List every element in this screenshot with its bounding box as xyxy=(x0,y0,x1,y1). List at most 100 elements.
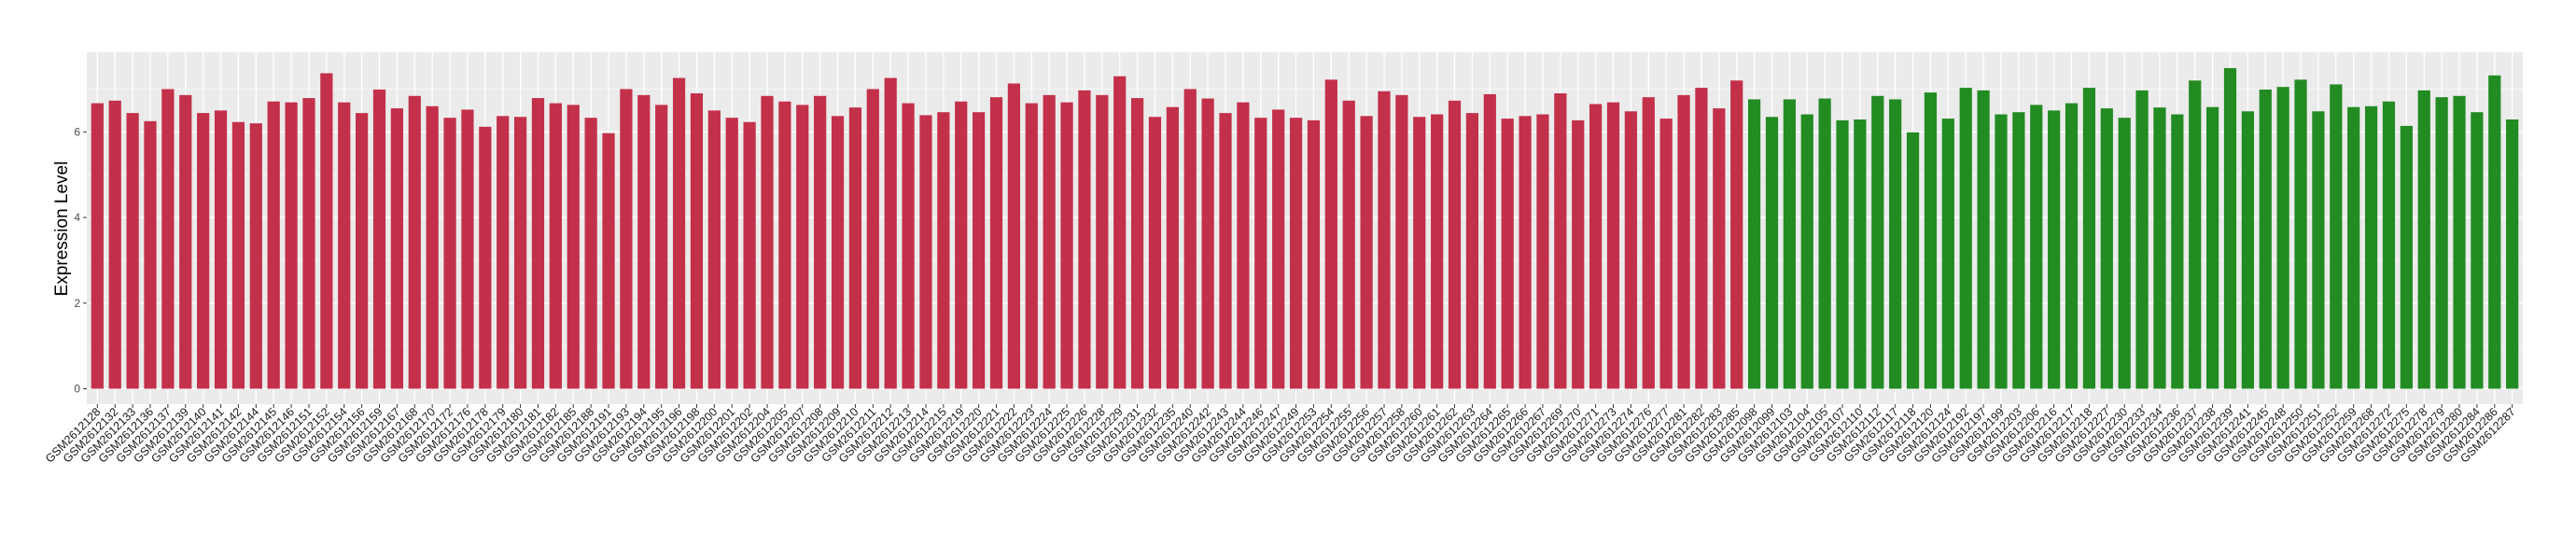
y-tick-label: 2 xyxy=(74,297,80,310)
bar-GSM2612249 xyxy=(1289,118,1303,389)
bar-GSM2612215 xyxy=(937,112,950,389)
bar-GSM2612192 xyxy=(1959,88,1972,389)
bar-GSM2612185 xyxy=(567,105,580,389)
bar-GSM2612239 xyxy=(2223,67,2237,389)
y-tick-label: 0 xyxy=(74,382,80,395)
bar-GSM2612230 xyxy=(2118,118,2131,389)
bar-GSM2612195 xyxy=(655,105,668,389)
bar-GSM2612206 xyxy=(2030,105,2043,389)
bar-GSM2612251 xyxy=(2312,111,2325,389)
bar-GSM2612117 xyxy=(1889,99,1902,389)
bar-GSM2612124 xyxy=(1941,119,1954,389)
bar-GSM2612240 xyxy=(1183,89,1197,389)
bar-GSM2612263 xyxy=(1465,113,1479,389)
bar-GSM2612197 xyxy=(1977,90,1990,389)
bar-GSM2612274 xyxy=(1624,111,1637,389)
bar-GSM2612235 xyxy=(1166,106,1179,389)
bar-GSM2612112 xyxy=(1871,95,1884,389)
bar-GSM2612278 xyxy=(2417,90,2430,389)
bar-GSM2612221 xyxy=(989,97,1003,389)
bar-GSM2612286 xyxy=(2488,75,2501,389)
bar-GSM2612103 xyxy=(1783,99,1796,389)
bar-GSM2612146 xyxy=(285,102,298,389)
bar-GSM2612179 xyxy=(497,116,510,389)
bar-GSM2612238 xyxy=(2206,106,2219,389)
bar-GSM2612245 xyxy=(2259,89,2272,389)
bar-GSM2612229 xyxy=(1113,76,1127,389)
bar-GSM2612261 xyxy=(1431,114,1444,389)
bar-GSM2612201 xyxy=(725,118,738,389)
bar-GSM2612209 xyxy=(831,116,845,389)
bar-GSM2612156 xyxy=(356,113,369,389)
bar-GSM2612188 xyxy=(584,118,597,389)
bar-GSM2612273 xyxy=(1606,102,1620,389)
bar-GSM2612136 xyxy=(144,120,157,389)
bar-GSM2612222 xyxy=(1007,83,1020,389)
bar-GSM2612107 xyxy=(1836,119,1849,389)
bar-GSM2612208 xyxy=(814,95,827,389)
y-axis: 0 2 4 6 xyxy=(74,125,87,395)
y-tick-label: 6 xyxy=(74,125,80,138)
bar-GSM2612120 xyxy=(1924,92,1938,389)
bar-GSM2612140 xyxy=(197,113,210,389)
bar-GSM2612104 xyxy=(1800,114,1813,389)
bar-GSM2612220 xyxy=(973,112,986,389)
bar-GSM2612137 xyxy=(161,89,175,389)
bar-GSM2612241 xyxy=(2241,111,2254,389)
bar-GSM2612270 xyxy=(1572,119,1585,389)
bar-GSM2612098 xyxy=(1747,99,1761,389)
bar-GSM2612264 xyxy=(1483,93,1496,389)
bar-GSM2612269 xyxy=(1554,93,1567,389)
bar-GSM2612133 xyxy=(126,113,139,389)
bar-GSM2612265 xyxy=(1501,119,1514,389)
y-tick-label: 4 xyxy=(74,211,80,224)
bar-GSM2612255 xyxy=(1342,100,1355,389)
bar-GSM2612212 xyxy=(884,77,897,389)
bar-GSM2612200 xyxy=(707,110,721,389)
bar-GSM2612250 xyxy=(2294,79,2307,389)
bar-GSM2612105 xyxy=(1818,98,1831,389)
bar-GSM2612176 xyxy=(461,109,474,389)
bar-GSM2612145 xyxy=(267,101,280,389)
bar-GSM2612231 xyxy=(1130,98,1144,389)
bar-GSM2612205 xyxy=(778,101,791,389)
bar-GSM2612260 xyxy=(1413,117,1426,389)
bar-GSM2612118 xyxy=(1906,132,1920,389)
bar-GSM2612284 xyxy=(2471,112,2484,389)
bar-GSM2612099 xyxy=(1765,117,1779,389)
bar-GSM2612227 xyxy=(2100,108,2113,389)
bar-GSM2612285 xyxy=(1730,80,1743,389)
plot-panel xyxy=(87,52,2523,404)
bar-GSM2612248 xyxy=(2276,87,2289,389)
bar-GSM2612275 xyxy=(2400,125,2413,389)
bar-GSM2612252 xyxy=(2330,84,2343,389)
bar-GSM2612224 xyxy=(1043,94,1056,389)
bar-GSM2612271 xyxy=(1589,104,1603,389)
bar-GSM2612154 xyxy=(338,102,351,389)
bar-GSM2612181 xyxy=(531,98,545,389)
bar-GSM2612211 xyxy=(866,89,879,389)
bar-GSM2612223 xyxy=(1025,103,1038,389)
bar-GSM2612219 xyxy=(955,101,968,389)
bar-GSM2612242 xyxy=(1201,98,1214,389)
bar-GSM2612256 xyxy=(1360,116,1373,389)
bar-GSM2612214 xyxy=(919,115,932,389)
bar-GSM2612141 xyxy=(214,110,228,389)
bar-GSM2612194 xyxy=(637,94,651,389)
bar-GSM2612244 xyxy=(1237,102,1250,389)
bar-GSM2612144 xyxy=(249,123,262,389)
bar-GSM2612172 xyxy=(443,118,456,389)
bar-GSM2612281 xyxy=(1677,94,1690,389)
bar-GSM2612257 xyxy=(1378,91,1391,389)
bar-GSM2612287 xyxy=(2506,119,2519,389)
bar-GSM2612283 xyxy=(1713,108,1726,389)
bar-GSM2612191 xyxy=(602,133,615,389)
bar-GSM2612204 xyxy=(761,95,774,389)
bar-GSM2612198 xyxy=(690,93,704,389)
bar-GSM2612193 xyxy=(620,89,633,389)
bar-GSM2612202 xyxy=(743,121,756,389)
bar-GSM2612253 xyxy=(1307,119,1321,389)
bar-GSM2612232 xyxy=(1148,117,1162,389)
bar-GSM2612196 xyxy=(672,77,686,389)
